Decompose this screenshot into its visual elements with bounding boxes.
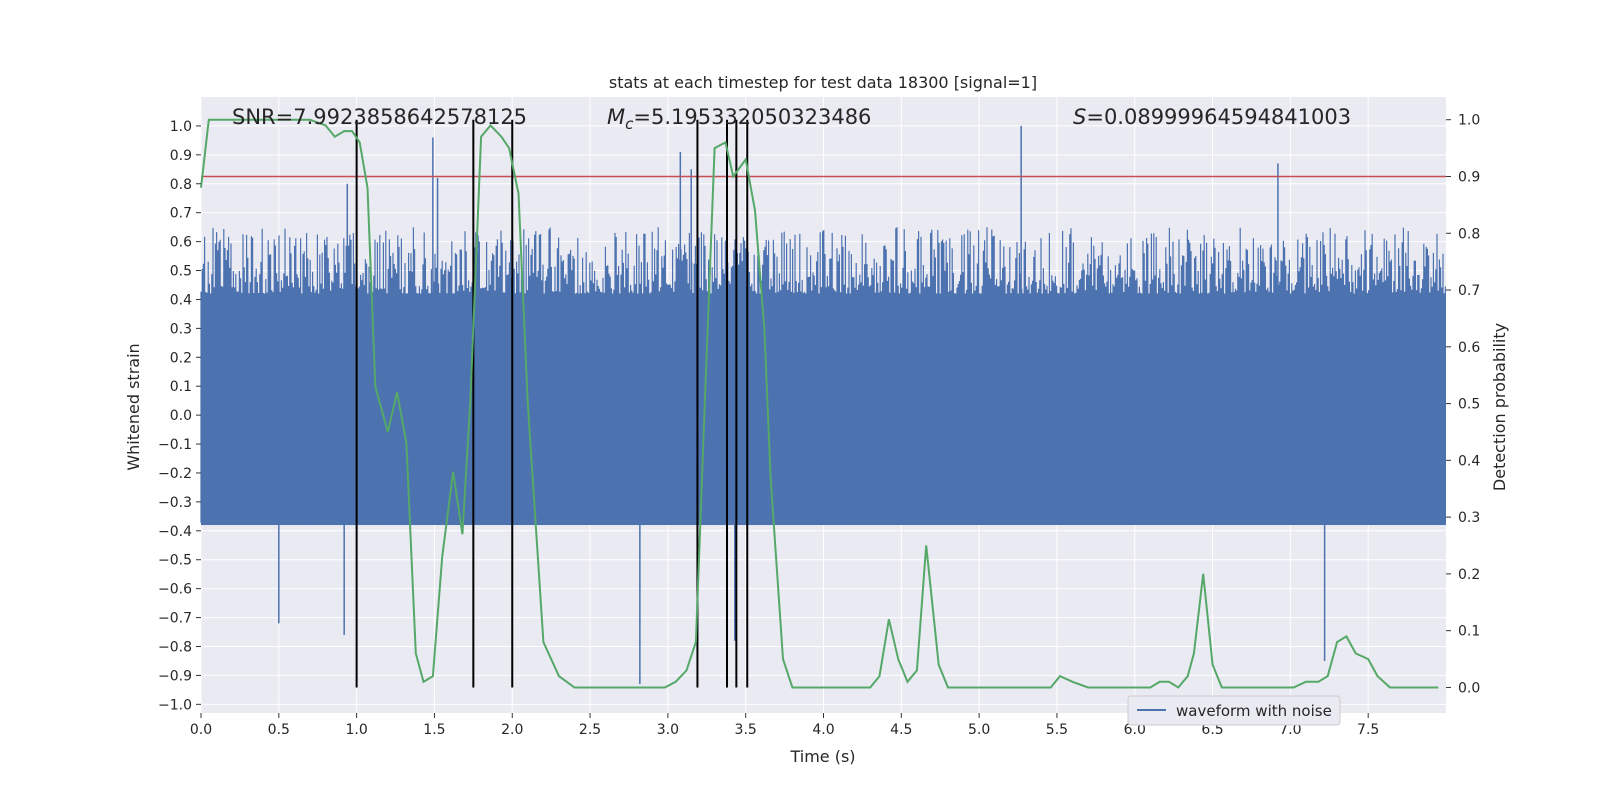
- x-tick-label: 1.5: [423, 722, 445, 738]
- x-tick-label: 2.5: [579, 722, 601, 738]
- y-axis-label: Whitened strain: [124, 343, 143, 470]
- y-tick-label: −0.9: [158, 668, 192, 684]
- y-tick-label: 0.1: [170, 379, 192, 395]
- x-tick-label: 6.0: [1124, 722, 1146, 738]
- x-axis-label: Time (s): [789, 747, 855, 766]
- y-tick-label: 0.8: [170, 177, 192, 193]
- y-tick-label: 1.0: [170, 119, 192, 135]
- y2-tick-label: 0.4: [1458, 453, 1480, 469]
- x-tick-label: 2.0: [501, 722, 523, 738]
- y-tick-labels: −1.0 −0.9 −0.8 −0.7 −0.6 −0.5 −0.4 −0.3 −0.2 −0.1…: [158, 119, 201, 713]
- y-tick-label: 0.5: [170, 264, 192, 280]
- y2-tick-label: 0.9: [1458, 169, 1480, 185]
- x-tick-label: 4.0: [812, 722, 834, 738]
- y-tick-label: 0.9: [170, 148, 192, 164]
- y2-tick-label: 0.5: [1458, 397, 1480, 413]
- y-tick-label: −0.2: [158, 466, 192, 482]
- y2-tick-label: 0.7: [1458, 283, 1480, 299]
- y-tick-label: 0.2: [170, 350, 192, 366]
- y-tick-label: −0.3: [158, 495, 192, 511]
- y-tick-label: 0.3: [170, 321, 192, 337]
- x-tick-label: 3.0: [657, 722, 679, 738]
- y2-tick-label: 0.3: [1458, 510, 1480, 526]
- x-tick-label: 7.0: [1279, 722, 1301, 738]
- y-tick-label: 0.6: [170, 235, 192, 251]
- y-tick-label: −1.0: [158, 697, 192, 713]
- legend-box: [1127, 695, 1341, 726]
- y-tick-label: −0.5: [158, 553, 192, 569]
- snr-annotation: SNR=7.9923858642578125: [232, 105, 527, 129]
- x-tick-label: 0.0: [190, 722, 212, 738]
- vertical-markers: [355, 119, 749, 688]
- legend: waveform with noise: [1127, 695, 1341, 726]
- y-tick-label: −0.6: [158, 582, 192, 598]
- waveform-noise: [200, 227, 1446, 525]
- y-tick-label: 0.7: [170, 206, 192, 222]
- legend-label: waveform with noise: [1176, 702, 1332, 720]
- y-tick-label: −0.7: [158, 611, 192, 627]
- x-tick-label: 5.0: [968, 722, 990, 738]
- x-tick-label: 1.0: [345, 722, 367, 738]
- s-symbol: S: [1073, 105, 1086, 129]
- x-tick-label: 6.5: [1201, 722, 1223, 738]
- y2-tick-label: 1.0: [1458, 113, 1480, 129]
- y-tick-label: −0.8: [158, 639, 192, 655]
- y2-tick-label: 0.0: [1458, 680, 1480, 696]
- y-tick-label: 0.0: [170, 408, 192, 424]
- chart-title: stats at each timestep for test data 183…: [609, 73, 1037, 92]
- x-tick-label: 5.5: [1046, 722, 1068, 738]
- s-annotation: S=0.08999964594841003: [1073, 105, 1351, 129]
- chirp-mass-symbol: M: [607, 105, 625, 129]
- x-tick-labels: 0.0 0.5 1.0 1.5 2.0 2.5 3.0 3.5 4.0 4.5 5.0 5.5 6.0 6…: [190, 713, 1379, 738]
- x-tick-label: 3.5: [735, 722, 757, 738]
- chirp-mass-subscript: c: [625, 115, 634, 133]
- y-tick-label: −0.1: [158, 437, 192, 453]
- x-tick-label: 7.5: [1357, 722, 1379, 738]
- chirp-mass-value: =5.195332050323486: [633, 105, 871, 129]
- y2-tick-labels: 0.0 0.1 0.2 0.3 0.4 0.5 0.6 0.7 0.8 0.9 1.0: [1446, 113, 1480, 696]
- y2-axis-label: Detection probability: [1490, 323, 1509, 491]
- y2-tick-label: 0.1: [1458, 624, 1480, 640]
- s-value: =0.08999964594841003: [1086, 105, 1351, 129]
- y2-tick-label: 0.6: [1458, 340, 1480, 356]
- probability-series: [200, 118, 1439, 689]
- y-tick-label: 0.4: [170, 292, 192, 308]
- x-tick-label: 0.5: [268, 722, 290, 738]
- y-tick-label: −0.4: [158, 524, 192, 540]
- x-tick-label: 4.5: [890, 722, 912, 738]
- y2-tick-label: 0.2: [1458, 567, 1480, 583]
- chirp-mass-annotation: Mc=5.195332050323486: [607, 105, 871, 133]
- y2-tick-label: 0.8: [1458, 226, 1480, 242]
